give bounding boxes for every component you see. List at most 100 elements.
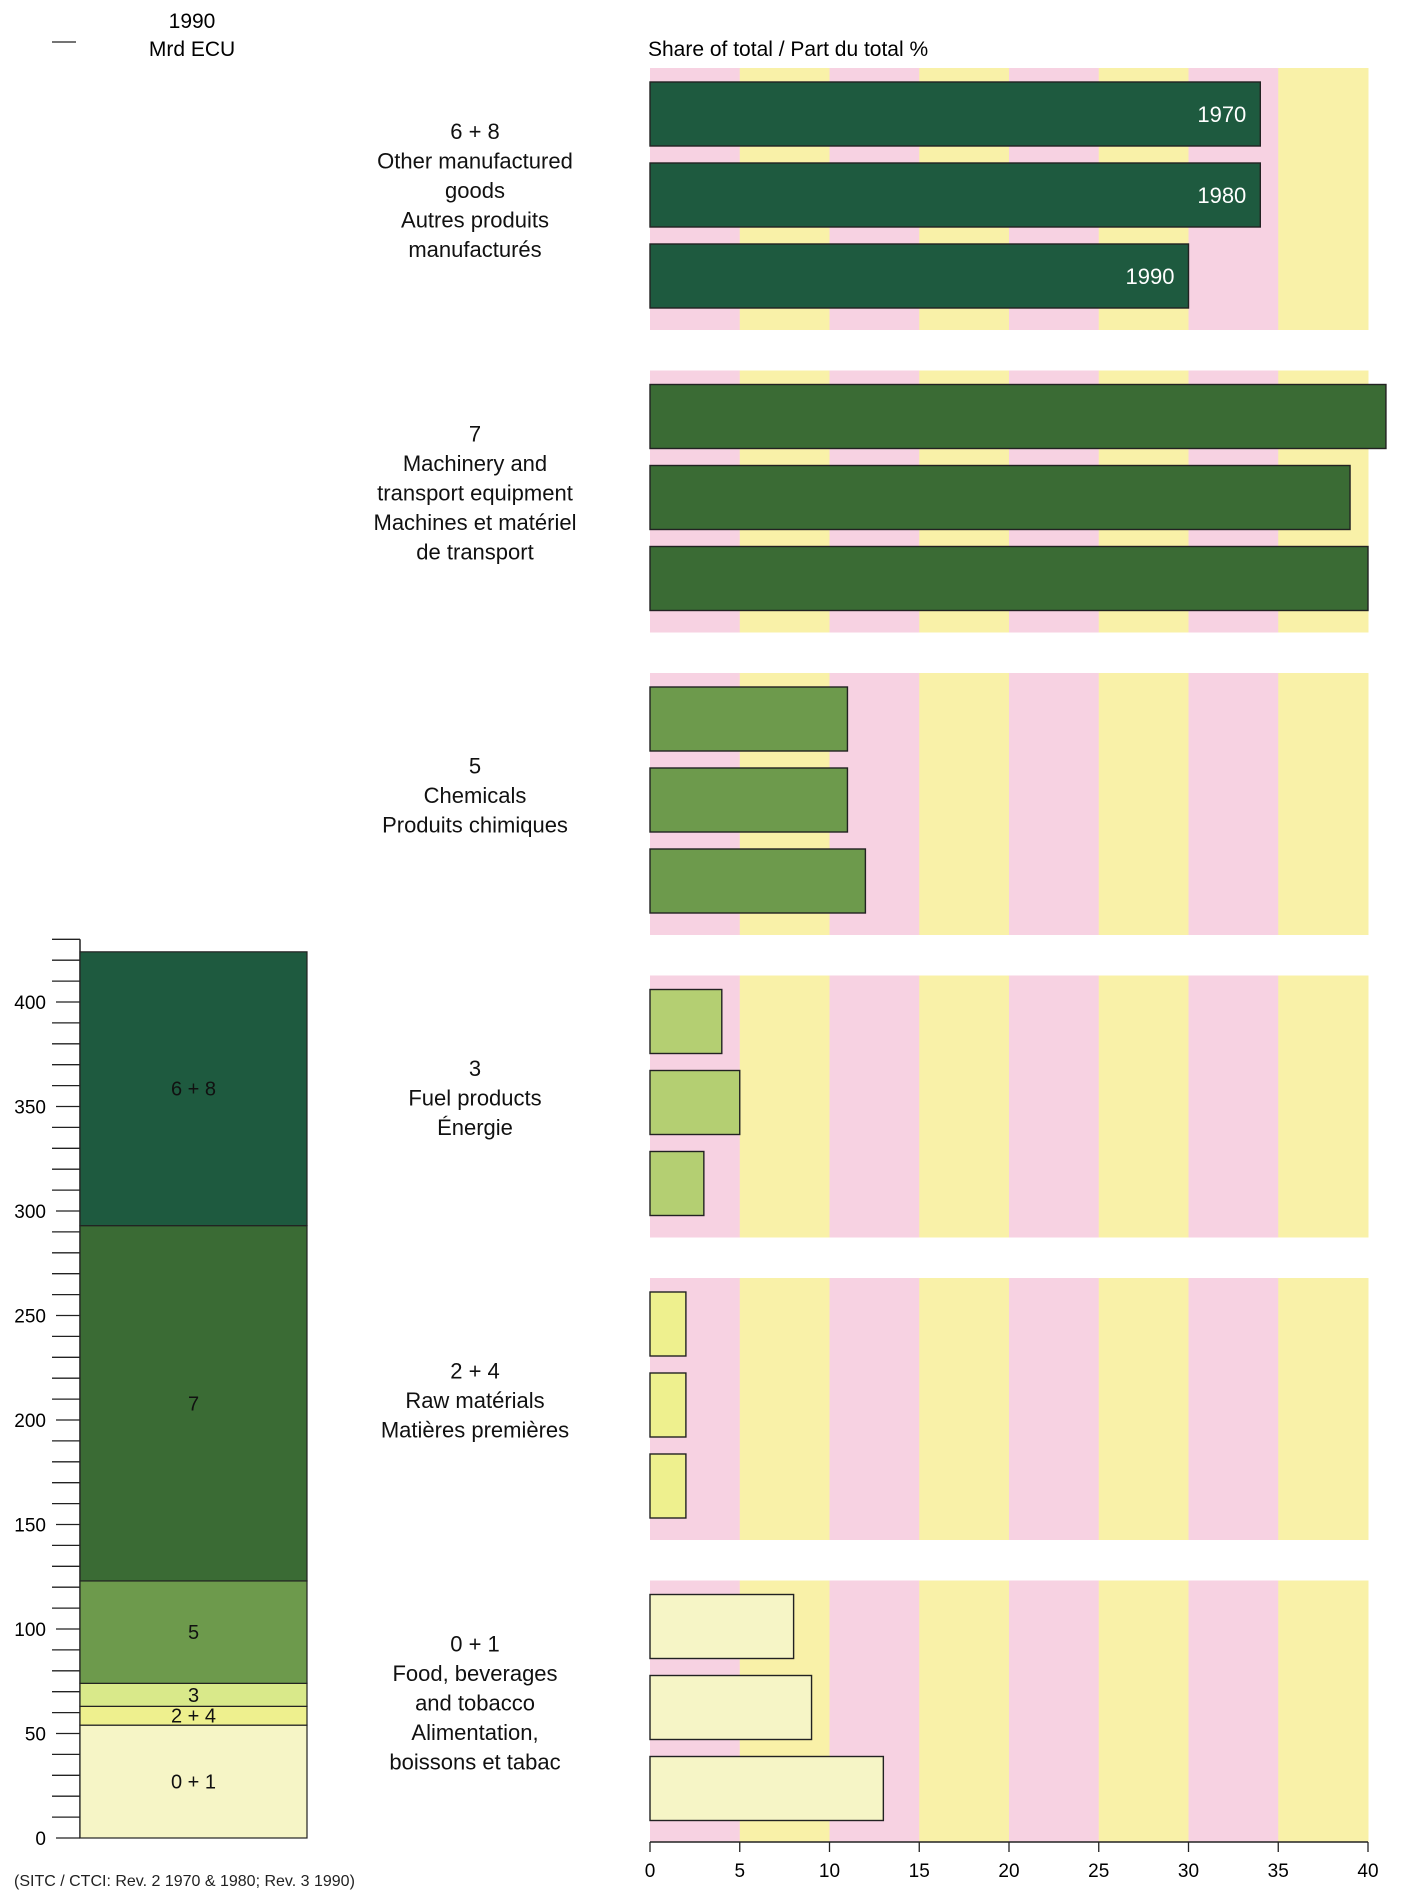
right-tick-label: 15 [909, 1861, 930, 1882]
share-bar [649, 848, 867, 914]
share-bar [649, 81, 1261, 147]
category-label-line: 7 [469, 422, 481, 447]
background-band [1278, 673, 1369, 935]
left-tick-label: 400 [14, 993, 46, 1014]
right-tick-label: 10 [819, 1861, 840, 1882]
share-bar [649, 1755, 885, 1822]
stack-segment-label: 3 [188, 1685, 199, 1707]
stack-segment [79, 951, 308, 1227]
stack-segment-label: 0 + 1 [171, 1772, 216, 1794]
share-bar [649, 767, 849, 833]
year-label: 1970 [1197, 102, 1246, 127]
category-label-line: Other manufactured [377, 149, 573, 174]
category-label-line: transport equipment [377, 481, 573, 506]
share-bar [649, 1674, 813, 1741]
background-band [1098, 673, 1189, 935]
category-labels: 6 + 8 Other manufactured goods Autres produ… [374, 119, 577, 1775]
share-bar [649, 1593, 795, 1660]
category-label-line: Autres produits [401, 208, 549, 233]
stack-segment-label: 7 [188, 1393, 199, 1415]
category-label-line: goods [445, 178, 505, 203]
category-label-line: and tobacco [415, 1691, 535, 1716]
background-band [1009, 1278, 1100, 1540]
category-label-line: Raw matérials [405, 1388, 544, 1413]
background-band [1188, 975, 1279, 1238]
left-y-axis-label: Mrd ECU [149, 38, 235, 61]
category-label-line: Fuel products [408, 1086, 541, 1111]
right-tick-label: 5 [734, 1861, 745, 1882]
right-x-axis: 0 5 10 15 20 25 30 35 40 [645, 1841, 1379, 1882]
share-bar [649, 988, 723, 1055]
share-bar [649, 1453, 687, 1519]
background-band [1009, 1580, 1100, 1843]
category-label-line: Énergie [437, 1115, 513, 1140]
left-tick-label: 250 [14, 1307, 46, 1328]
horizontal-bar-chart: Share of total / Part du total % 1970 198… [645, 38, 1387, 1882]
share-bar [649, 686, 849, 752]
left-tick-label: 200 [14, 1411, 46, 1432]
left-tick-label: 50 [25, 1725, 46, 1746]
background-band [829, 1278, 920, 1540]
background-band [919, 1580, 1010, 1843]
category-label-line: Chemicals [424, 783, 527, 808]
left-tick-label: 150 [14, 1516, 46, 1537]
stack-segment-label: 5 [188, 1622, 199, 1644]
stack-segment [79, 1225, 308, 1582]
right-tick-label: 35 [1268, 1861, 1289, 1882]
share-bar [649, 1069, 741, 1136]
category-label-line: Produits chimiques [382, 813, 568, 838]
share-bar [649, 1291, 687, 1357]
category-label-line: 5 [469, 754, 481, 779]
right-tick-label: 40 [1357, 1861, 1378, 1882]
category-label-line: Machines et matériel [374, 510, 577, 535]
background-band [1278, 975, 1369, 1238]
category-label-line: manufacturés [408, 237, 541, 262]
category-label-line: Alimentation, [411, 1720, 538, 1745]
share-bar [649, 162, 1261, 228]
left-tick-label: 350 [14, 1098, 46, 1119]
stack-segment-label: 6 + 8 [171, 1079, 216, 1101]
background-band [1278, 1278, 1369, 1540]
stack-segment-label: 2 + 4 [171, 1706, 216, 1728]
category-label-line: 6 + 8 [450, 119, 500, 144]
background-band [1009, 975, 1100, 1238]
right-tick-label: 0 [645, 1861, 656, 1882]
background-band [919, 975, 1010, 1238]
year-label: 1980 [1197, 183, 1246, 208]
right-tick-label: 30 [1178, 1861, 1199, 1882]
background-band [919, 673, 1010, 935]
stack-segment [79, 1724, 308, 1839]
stacked-column-chart: 1990 Mrd ECU 0 50 100 150 200 250 300 350 400 0 … [14, 10, 355, 1890]
right-tick-label: 25 [1088, 1861, 1109, 1882]
category-label-line: Machinery and [403, 451, 547, 476]
background-band [1009, 673, 1100, 935]
left-tick-label: 300 [14, 1202, 46, 1223]
share-bar [649, 464, 1351, 531]
sitc-footnote: (SITC / CTCI: Rev. 2 1970 & 1980; Rev. 3… [14, 1873, 355, 1890]
share-bar [649, 243, 1190, 309]
category-label-line: Food, beverages [392, 1661, 557, 1686]
background-band [1098, 1278, 1189, 1540]
category-label-line: de transport [416, 540, 533, 565]
share-bar [649, 1150, 705, 1217]
category-label-line: boissons et tabac [389, 1750, 560, 1775]
background-band [1188, 1278, 1279, 1540]
background-band [739, 975, 830, 1238]
share-bar [649, 1372, 687, 1438]
background-band [1278, 1580, 1369, 1843]
left-tick-label: 100 [14, 1620, 46, 1641]
category-label-line: 3 [469, 1056, 481, 1081]
background-band [739, 1278, 830, 1540]
category-label-line: 2 + 4 [450, 1359, 500, 1384]
category-label-line: 0 + 1 [450, 1632, 500, 1657]
background-bands [650, 68, 1369, 1843]
category-label-line: Matières premières [381, 1418, 569, 1443]
right-x-axis-title: Share of total / Part du total % [648, 38, 928, 61]
background-band [1278, 68, 1369, 330]
right-tick-label: 20 [998, 1861, 1019, 1882]
background-band [1188, 1580, 1279, 1843]
share-bar [649, 545, 1369, 612]
left-y-axis: 0 50 100 150 200 250 300 350 400 [14, 41, 81, 1850]
year-label: 1990 [1126, 264, 1175, 289]
